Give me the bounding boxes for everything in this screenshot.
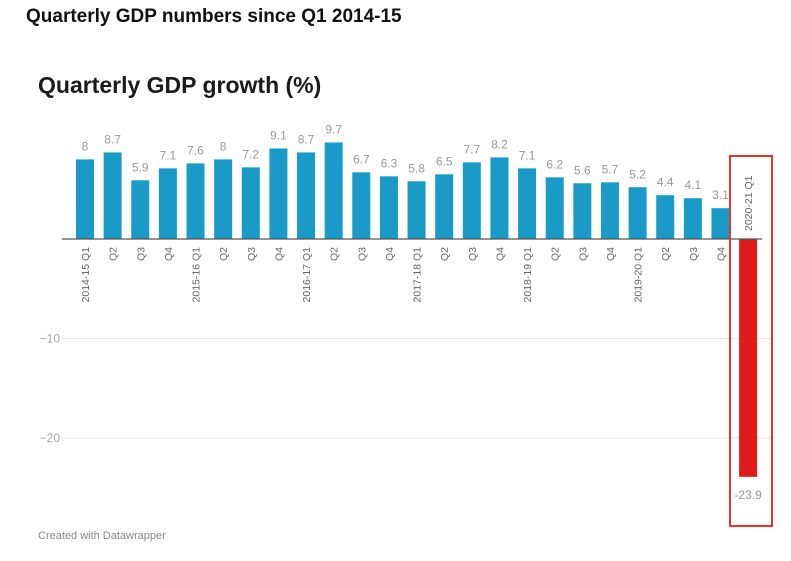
bar <box>158 168 177 239</box>
x-tick-label: Q3 <box>356 247 368 261</box>
bar <box>186 163 205 239</box>
bar <box>462 162 481 239</box>
x-tick-label: Q2 <box>550 247 562 261</box>
bar <box>214 159 233 239</box>
x-tick-label: Q4 <box>605 247 617 261</box>
bar <box>435 174 454 239</box>
bar <box>241 167 260 239</box>
data-label: 7.1 <box>519 148 536 162</box>
data-label: 5.6 <box>574 163 591 177</box>
x-tick-label: Q4 <box>384 247 396 261</box>
chart-panel <box>25 58 777 561</box>
data-label: 7.1 <box>160 148 177 162</box>
bar <box>131 180 150 239</box>
data-label: 6.3 <box>381 156 398 170</box>
x-tick-label: 2014-15 Q1 <box>80 247 92 303</box>
x-tick-label: Q4 <box>273 247 285 261</box>
data-label: 7.2 <box>242 147 259 161</box>
bar <box>739 239 758 477</box>
x-tick-label: 2017-18 Q1 <box>412 247 424 303</box>
bar <box>656 195 675 239</box>
data-label: 5.7 <box>602 162 619 176</box>
x-tick-label: Q2 <box>108 247 120 261</box>
data-label: 8.7 <box>104 132 121 146</box>
bar <box>103 152 122 239</box>
bar <box>352 172 371 239</box>
page-heading: Quarterly GDP numbers since Q1 2014-15 <box>26 6 402 27</box>
bar <box>683 198 702 239</box>
data-label: 5.9 <box>132 160 149 174</box>
data-label: 9.7 <box>325 122 342 136</box>
x-tick-label: Q3 <box>246 247 258 261</box>
data-label: 6.7 <box>353 152 370 166</box>
x-tick-label: Q2 <box>439 247 451 261</box>
x-tick-label: Q4 <box>494 247 506 261</box>
bar <box>518 168 537 239</box>
bar <box>573 183 592 239</box>
bar <box>711 208 730 239</box>
data-label: 8 <box>220 139 227 153</box>
x-tick-label: Q2 <box>218 247 230 261</box>
bar <box>76 159 94 239</box>
bar <box>324 142 343 239</box>
chart-credit: Created with Datawrapper <box>38 530 166 542</box>
bar <box>297 152 316 239</box>
x-tick-label: 2018-19 Q1 <box>522 247 534 303</box>
data-label: 4.4 <box>657 175 674 189</box>
data-label: -23.9 <box>734 488 762 502</box>
data-label: 6.5 <box>436 154 453 168</box>
highlight-box <box>729 155 773 527</box>
data-label: 6.2 <box>546 157 563 171</box>
data-label: 8 <box>82 139 89 153</box>
x-tick-label: 2015-16 Q1 <box>191 247 203 303</box>
bar <box>628 187 647 239</box>
x-tick-label: Q3 <box>688 247 700 261</box>
x-tick-label: Q3 <box>135 247 147 261</box>
x-tick-label: Q3 <box>577 247 589 261</box>
data-label: 8.2 <box>491 137 508 151</box>
x-tick-label: Q2 <box>660 247 672 261</box>
chart-title: Quarterly GDP growth (%) <box>38 72 322 98</box>
bar <box>379 176 398 239</box>
bar <box>269 148 288 239</box>
x-tick-label: Q4 <box>715 247 727 261</box>
x-tick-label: 2016-17 Q1 <box>301 247 313 303</box>
data-label: 8.7 <box>298 132 315 146</box>
data-label: 9.1 <box>270 128 287 142</box>
x-tick-label: Q3 <box>467 247 479 261</box>
data-label: 7.7 <box>463 142 480 156</box>
x-tick-label: 2020-21 Q1 <box>743 175 755 231</box>
bar <box>545 177 564 239</box>
x-tick-label: Q4 <box>163 247 175 261</box>
data-label: 3.1 <box>712 188 729 202</box>
y-tick-label: −20 <box>40 431 61 445</box>
y-tick-label: −10 <box>40 332 61 346</box>
data-label: 4.1 <box>685 178 702 192</box>
bar <box>407 181 426 239</box>
data-label: 7.6 <box>187 143 204 157</box>
x-tick-label: 2019-20 Q1 <box>633 247 645 303</box>
bar <box>490 157 509 239</box>
data-label: 5.2 <box>629 167 646 181</box>
bar <box>600 182 619 239</box>
x-tick-label: Q2 <box>329 247 341 261</box>
data-label: 5.8 <box>408 161 425 175</box>
